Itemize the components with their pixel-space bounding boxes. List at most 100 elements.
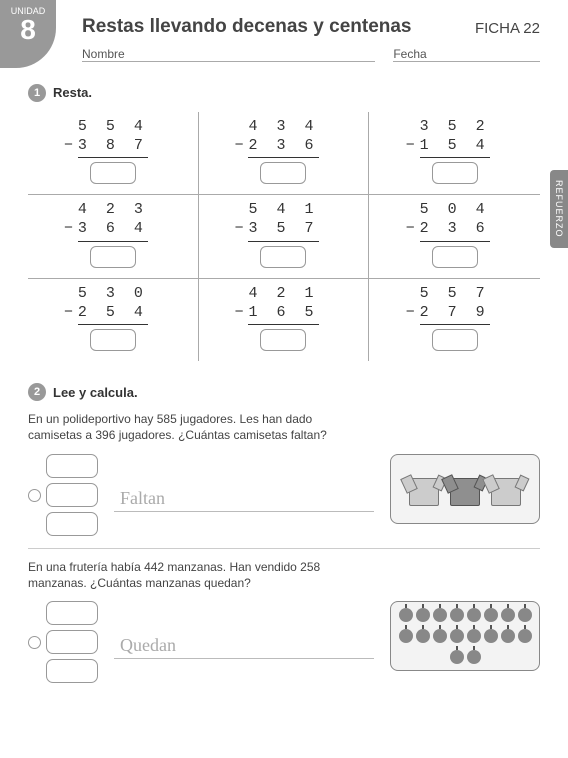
subtraction-problem: 5 5 7 −2 7 9 (420, 285, 490, 326)
page-title: Restas llevando decenas y centenas (82, 16, 412, 39)
subtrahend: −3 5 7 (248, 220, 318, 239)
section-title-1: Resta. (53, 85, 92, 100)
subtrahend: −1 5 4 (420, 137, 490, 156)
shirt-icon (446, 472, 484, 506)
subtraction-grid: 5 5 4 −3 8 7 4 3 4 −2 3 6 3 5 2 −1 5 4 4… (28, 112, 540, 362)
work-box[interactable] (46, 659, 98, 683)
apple-icon (501, 629, 515, 643)
subtraction-cell: 5 5 4 −3 8 7 (28, 112, 199, 196)
subtrahend: −3 6 4 (78, 220, 148, 239)
name-field[interactable]: Nombre (82, 47, 375, 62)
subtraction-problem: 3 5 2 −1 5 4 (420, 118, 490, 159)
apple-icon (433, 629, 447, 643)
minuend: 5 4 1 (248, 201, 318, 220)
subtraction-cell: 4 2 3 −3 6 4 (28, 195, 199, 279)
subtrahend: −1 6 5 (248, 304, 318, 323)
apple-icon (399, 608, 413, 622)
work-box[interactable] (46, 483, 98, 507)
subtrahend: −2 3 6 (248, 137, 318, 156)
subtraction-problem: 5 5 4 −3 8 7 (78, 118, 148, 159)
answer-box[interactable] (432, 246, 478, 268)
answer-hint-1: Faltan (120, 488, 165, 509)
apple-icon (433, 608, 447, 622)
subtraction-problem: 4 2 1 −1 6 5 (248, 285, 318, 326)
answer-box[interactable] (260, 162, 306, 184)
subtraction-problem: 5 3 0 −2 5 4 (78, 285, 148, 326)
answer-box[interactable] (90, 329, 136, 351)
subtraction-cell: 5 5 7 −2 7 9 (369, 279, 540, 362)
work-column-1 (28, 454, 98, 536)
work-box[interactable] (46, 601, 98, 625)
subtraction-cell: 3 5 2 −1 5 4 (369, 112, 540, 196)
separator (28, 548, 540, 549)
minuend: 4 2 1 (248, 285, 318, 304)
subtraction-problem: 4 3 4 −2 3 6 (248, 118, 318, 159)
subtrahend: −2 5 4 (78, 304, 148, 323)
subtrahend: −3 8 7 (78, 137, 148, 156)
answer-box[interactable] (260, 329, 306, 351)
unit-badge: UNIDAD 8 (0, 0, 56, 68)
apple-icon (518, 608, 532, 622)
apple-icon (484, 629, 498, 643)
problem-text-1: En un polideportivo hay 585 jugadores. L… (28, 411, 358, 443)
date-field[interactable]: Fecha (393, 47, 540, 62)
answer-box[interactable] (432, 162, 478, 184)
apple-icon (416, 608, 430, 622)
unit-number: 8 (20, 14, 36, 45)
subtraction-cell: 5 3 0 −2 5 4 (28, 279, 199, 362)
subtraction-problem: 5 4 1 −3 5 7 (248, 201, 318, 242)
apple-icon (484, 608, 498, 622)
section-1: 1 Resta. 5 5 4 −3 8 7 4 3 4 −2 3 6 3 5 2… (28, 84, 540, 362)
apples-illustration (390, 601, 540, 671)
answer-box[interactable] (90, 246, 136, 268)
answer-line-2[interactable]: Quedan (114, 601, 374, 659)
apple-icon (450, 629, 464, 643)
ficha-label: FICHA 22 (475, 16, 540, 37)
apple-icon (467, 650, 481, 664)
shirt-icon (487, 472, 525, 506)
answer-line-1[interactable]: Faltan (114, 454, 374, 512)
section-badge-1: 1 (28, 84, 46, 102)
subtraction-problem: 5 0 4 −2 3 6 (420, 201, 490, 242)
operation-circle[interactable] (28, 489, 41, 502)
problem-text-2: En una frutería había 442 manzanas. Han … (28, 559, 358, 591)
subtraction-cell: 5 4 1 −3 5 7 (199, 195, 370, 279)
answer-hint-2: Quedan (120, 635, 176, 656)
answer-box[interactable] (260, 246, 306, 268)
subtraction-cell: 4 3 4 −2 3 6 (199, 112, 370, 196)
shirt-icon (405, 472, 443, 506)
word-problem-1: En un polideportivo hay 585 jugadores. L… (28, 411, 540, 535)
apple-icon (416, 629, 430, 643)
section-2: 2 Lee y calcula. En un polideportivo hay… (28, 383, 540, 683)
minuend: 5 5 7 (420, 285, 490, 304)
work-box[interactable] (46, 512, 98, 536)
operation-circle[interactable] (28, 636, 41, 649)
word-problem-2: En una frutería había 442 manzanas. Han … (28, 559, 540, 683)
minuend: 4 2 3 (78, 201, 148, 220)
apple-icon (467, 629, 481, 643)
section-badge-2: 2 (28, 383, 46, 401)
minuend: 3 5 2 (420, 118, 490, 137)
minuend: 5 0 4 (420, 201, 490, 220)
answer-box[interactable] (90, 162, 136, 184)
subtraction-cell: 5 0 4 −2 3 6 (369, 195, 540, 279)
answer-box[interactable] (432, 329, 478, 351)
apple-icon (467, 608, 481, 622)
subtrahend: −2 7 9 (420, 304, 490, 323)
subtraction-problem: 4 2 3 −3 6 4 (78, 201, 148, 242)
minuend: 5 3 0 (78, 285, 148, 304)
section-title-2: Lee y calcula. (53, 385, 138, 400)
work-box[interactable] (46, 454, 98, 478)
minuend: 4 3 4 (248, 118, 318, 137)
apple-icon (518, 629, 532, 643)
work-column-2 (28, 601, 98, 683)
apple-icon (450, 650, 464, 664)
work-box[interactable] (46, 630, 98, 654)
apple-icon (501, 608, 515, 622)
minuend: 5 5 4 (78, 118, 148, 137)
shirts-illustration (390, 454, 540, 524)
apple-icon (450, 608, 464, 622)
subtraction-cell: 4 2 1 −1 6 5 (199, 279, 370, 362)
subtrahend: −2 3 6 (420, 220, 490, 239)
apple-icon (399, 629, 413, 643)
